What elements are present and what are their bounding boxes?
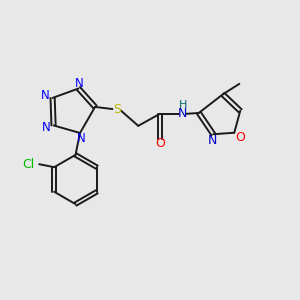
Text: O: O (235, 131, 245, 144)
Text: N: N (178, 107, 187, 120)
Text: N: N (41, 89, 50, 102)
Text: N: N (75, 76, 83, 90)
Text: S: S (112, 103, 121, 116)
Text: Cl: Cl (22, 158, 34, 171)
Text: O: O (155, 137, 165, 150)
Text: N: N (42, 121, 50, 134)
Text: N: N (208, 134, 217, 147)
Text: H: H (179, 100, 188, 110)
Text: N: N (77, 132, 85, 145)
